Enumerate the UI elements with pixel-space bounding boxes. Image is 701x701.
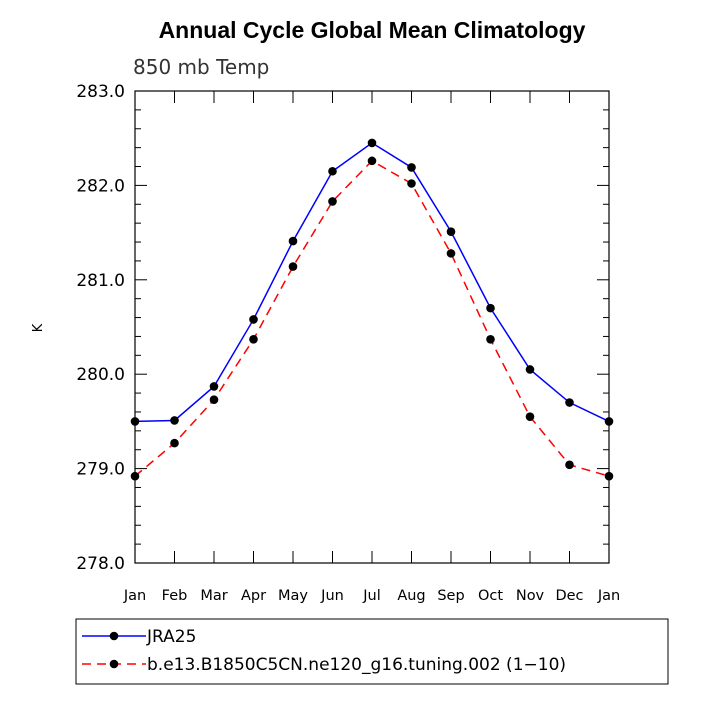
data-point (328, 166, 337, 176)
data-point (446, 227, 456, 236)
x-tick-label: Jul (362, 588, 381, 604)
legend-label: b.e13.B1850C5CN.ne120_g16.tuning.002 (1−… (147, 655, 566, 675)
x-tick-label: Feb (162, 588, 188, 604)
x-tick-label: Oct (478, 588, 503, 604)
data-point (367, 138, 377, 148)
data-point (130, 417, 140, 426)
data-point (407, 179, 416, 188)
data-point (249, 315, 258, 324)
legend-marker (109, 631, 119, 641)
x-tick-label: Apr (241, 588, 266, 604)
data-point (288, 236, 298, 246)
legend-layer: JRA25 b.e13.B1850C5CN.ne120_g16.tuning.00… (82, 627, 566, 675)
data-point (446, 249, 456, 258)
y-tick-label: 282.0 (76, 176, 125, 196)
legend-marker (109, 659, 119, 669)
x-tick-label: May (278, 588, 308, 604)
data-point (604, 471, 614, 481)
y-tick-label: 280.0 (76, 365, 125, 385)
ticks-layer: 278.0 279.0 280.0 281.0 282.0 283.0 Jan Feb Mar A… (76, 82, 620, 604)
data-point (249, 334, 258, 344)
x-tick-label: Dec (555, 588, 583, 604)
data-point (209, 382, 219, 391)
y-tick-label: 281.0 (76, 271, 125, 291)
data-point (604, 417, 614, 426)
legend-label: JRA25 (146, 627, 196, 647)
series-line-1 (134, 159, 610, 477)
y-tick-label: 278.0 (76, 554, 125, 574)
y-tick-label: 279.0 (76, 460, 125, 480)
data-point (525, 412, 535, 421)
y-axis-label: K (31, 323, 46, 332)
data-point (170, 438, 179, 448)
data-point (525, 365, 535, 374)
data-point (367, 156, 377, 166)
x-tick-label: Nov (516, 588, 545, 604)
data-point (130, 471, 140, 481)
data-point (328, 197, 337, 206)
series-line-0 (134, 142, 610, 423)
x-tick-label: Mar (200, 588, 227, 604)
chart-title: Annual Cycle Global Mean Climatology (159, 17, 586, 43)
data-point (288, 262, 298, 271)
data-point (407, 163, 416, 172)
data-point (170, 416, 179, 425)
x-tick-label: Sep (437, 588, 464, 604)
x-tick-label: Aug (397, 588, 425, 604)
series-layer (130, 138, 614, 481)
y-tick-label: 283.0 (76, 82, 125, 102)
x-tick-label: Jan (597, 588, 620, 604)
x-tick-label: Jun (320, 588, 344, 604)
data-point (565, 460, 574, 470)
data-point (486, 303, 495, 313)
chart-subtitle: 850 mb Temp (133, 55, 269, 79)
x-tick-label: Jan (123, 588, 146, 604)
data-point (565, 398, 574, 407)
data-point (486, 334, 495, 344)
data-point (209, 395, 219, 404)
legend-box (75, 618, 669, 685)
